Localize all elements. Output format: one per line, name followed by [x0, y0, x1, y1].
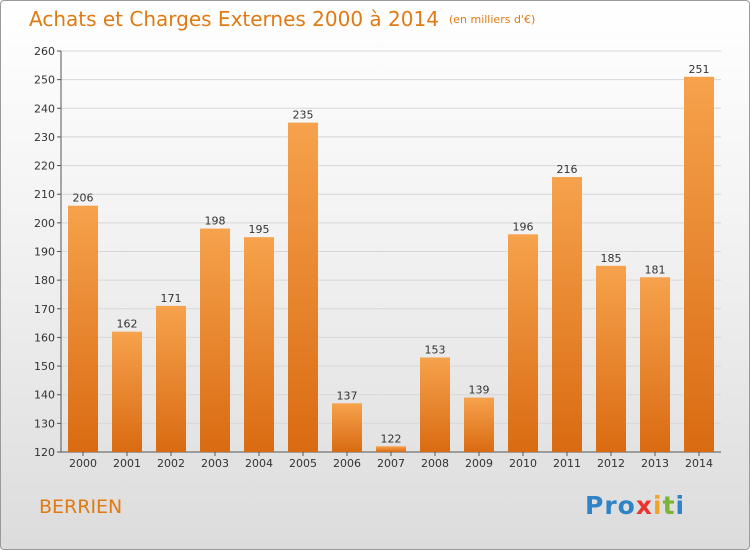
bar-2008[interactable] — [420, 357, 450, 452]
value-label: 216 — [557, 163, 578, 176]
bar-2005[interactable] — [288, 122, 318, 452]
y-tick-label: 180 — [34, 274, 55, 287]
y-tick-label: 120 — [34, 446, 55, 459]
place-name: BERRIEN — [39, 496, 123, 518]
value-label: 185 — [601, 252, 622, 265]
value-label: 153 — [425, 343, 446, 356]
y-tick-label: 260 — [34, 45, 55, 58]
y-tick-label: 250 — [34, 74, 55, 87]
bar-2006[interactable] — [332, 403, 362, 452]
logo-letter: P — [585, 491, 605, 520]
bar-2009[interactable] — [464, 397, 494, 452]
logo-letter: i — [675, 491, 686, 520]
value-label: 181 — [645, 263, 666, 276]
bar-2003[interactable] — [200, 228, 230, 452]
chart-title-text: Achats et Charges Externes 2000 à 2014 — [29, 7, 439, 31]
y-tick-label: 240 — [34, 102, 55, 115]
x-tick-label: 2010 — [509, 457, 537, 470]
y-tick-label: 190 — [34, 246, 55, 259]
logo-letter: o — [617, 491, 636, 520]
data-labels: 206 162 171 198 195 235 137 122 153 139 196 216 185 1… — [73, 63, 710, 445]
logo-letter: t — [662, 491, 676, 520]
x-tick-label: 2001 — [113, 457, 141, 470]
x-tick-label: 2009 — [465, 457, 493, 470]
bar-2014[interactable] — [684, 76, 714, 453]
x-tick-label: 2014 — [685, 457, 713, 470]
x-tick-label: 2013 — [641, 457, 669, 470]
y-tick-label: 220 — [34, 160, 55, 173]
bar-2001[interactable] — [112, 331, 142, 452]
value-label: 196 — [513, 220, 534, 233]
value-label: 122 — [381, 432, 402, 445]
bar-2010[interactable] — [508, 234, 538, 452]
x-tick-label: 2008 — [421, 457, 449, 470]
chart-title: Achats et Charges Externes 2000 à 2014 (e… — [29, 7, 535, 31]
y-tick-label: 130 — [34, 417, 55, 430]
value-label: 206 — [73, 192, 94, 205]
y-tick-label: 210 — [34, 188, 55, 201]
logo-letter: r — [604, 491, 618, 520]
x-tick-label: 2004 — [245, 457, 273, 470]
value-label: 198 — [205, 215, 226, 228]
logo-letter: x — [635, 491, 653, 520]
bar-2013[interactable] — [640, 277, 670, 452]
proxiti-logo[interactable]: Proxiti — [585, 491, 685, 520]
value-label: 235 — [293, 109, 314, 122]
x-tick-label: 2000 — [69, 457, 97, 470]
x-tick-label: 2011 — [553, 457, 581, 470]
y-tick-label: 200 — [34, 217, 55, 230]
value-label: 162 — [117, 318, 138, 331]
x-tick-label: 2005 — [289, 457, 317, 470]
bar-2007[interactable] — [376, 446, 406, 452]
bar-2011[interactable] — [552, 177, 582, 452]
value-label: 195 — [249, 223, 270, 236]
y-tick-label: 140 — [34, 389, 55, 402]
x-tick-label: 2007 — [377, 457, 405, 470]
x-tick-label: 2012 — [597, 457, 625, 470]
bars — [68, 76, 714, 453]
y-tick-label: 160 — [34, 331, 55, 344]
value-label: 171 — [161, 292, 182, 305]
bar-2002[interactable] — [156, 305, 186, 452]
y-tick-label: 230 — [34, 131, 55, 144]
bar-2012[interactable] — [596, 265, 626, 452]
x-tick-label: 2002 — [157, 457, 185, 470]
y-tick-label: 170 — [34, 303, 55, 316]
logo-letter: i — [653, 491, 663, 520]
x-tick-label: 2003 — [201, 457, 229, 470]
y-tick-label: 150 — [34, 360, 55, 373]
chart-subtitle: (en milliers d'€) — [448, 13, 536, 26]
value-label: 139 — [469, 384, 490, 397]
bar-2004[interactable] — [244, 237, 274, 452]
value-label: 137 — [337, 389, 358, 402]
bar-2000[interactable] — [68, 205, 98, 452]
x-tick-label: 2006 — [333, 457, 361, 470]
value-label: 251 — [689, 63, 710, 76]
